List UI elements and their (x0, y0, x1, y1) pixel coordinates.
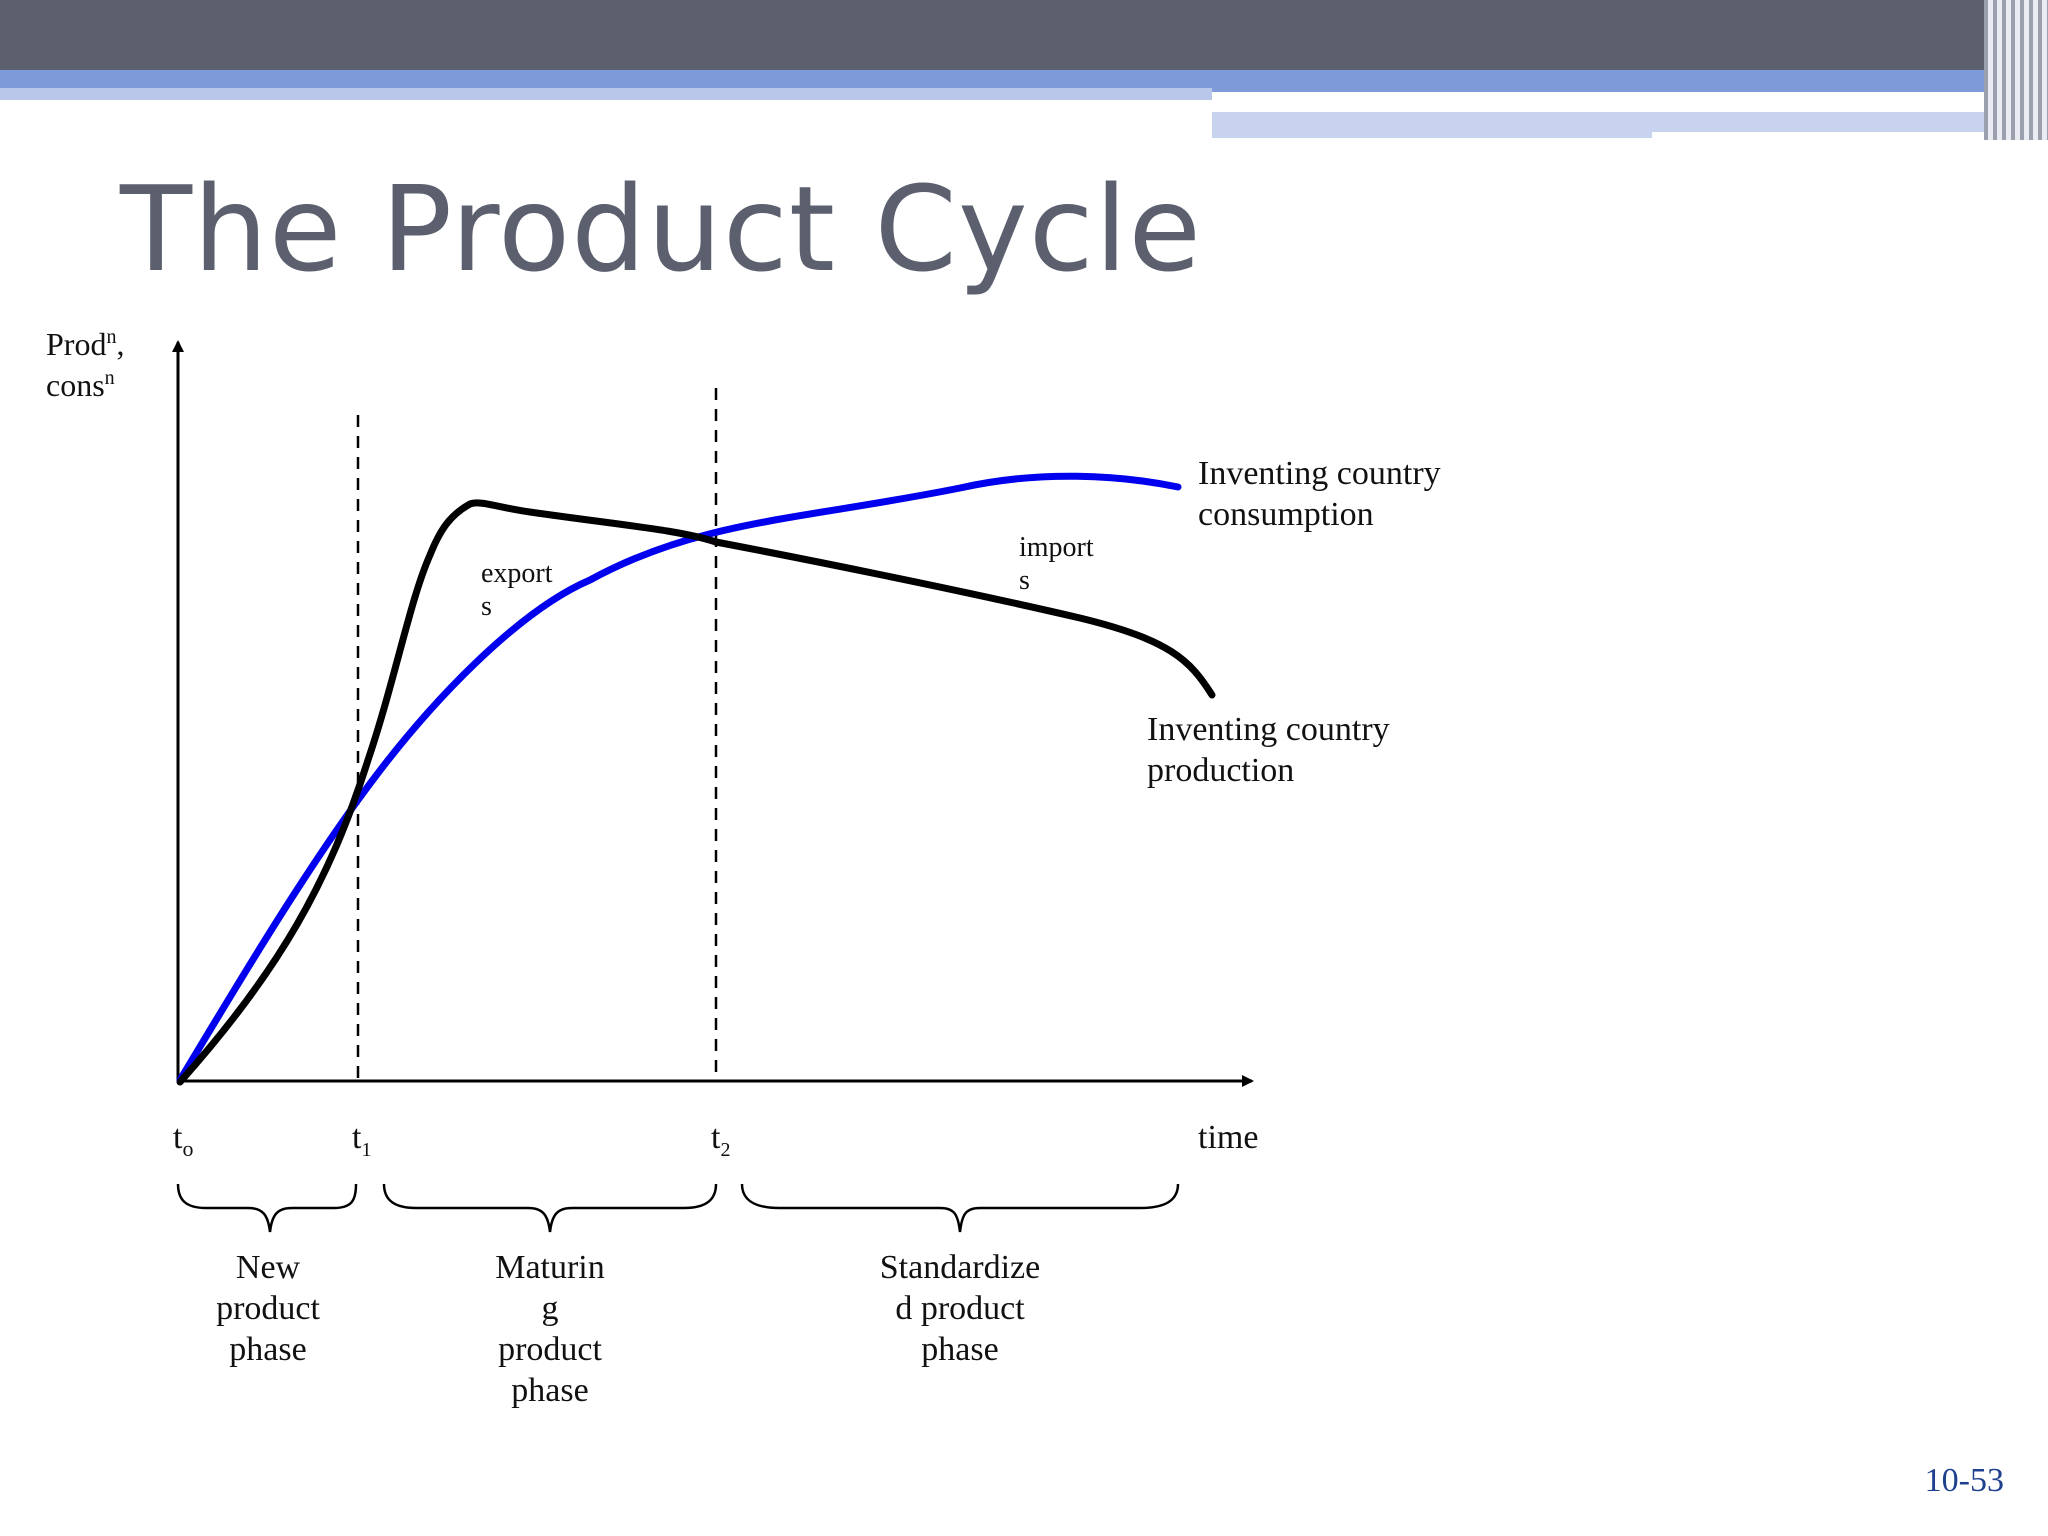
phase-new-line3: phase (229, 1331, 306, 1368)
brace-maturing-product (382, 1183, 718, 1233)
imports-label-line1: import (1019, 532, 1094, 563)
production-curve (176, 499, 1216, 1086)
phase-new-line2: product (216, 1290, 320, 1327)
page-number: 10-53 (1924, 1462, 2004, 1499)
consumption-curve (176, 472, 1182, 1084)
imports-label-line2: s (1019, 565, 1030, 596)
phase-new-line1: New (236, 1249, 301, 1286)
phase-maturing-line3: product (498, 1331, 602, 1368)
phase-label-standardized-product: Standardize d product phase (880, 1249, 1041, 1368)
phase-maturing-line2: g (542, 1290, 559, 1327)
brace-new-product (176, 1183, 358, 1233)
production-label-line2: production (1147, 752, 1294, 789)
phase-maturing-line4: phase (511, 1372, 588, 1409)
phase-standardized-line3: phase (921, 1331, 998, 1368)
exports-label-line1: export (481, 558, 553, 589)
y-axis-label: Prodn, (46, 326, 124, 362)
consumption-label-line1: Inventing country (1198, 455, 1441, 492)
time-mark-t0: to (173, 1119, 193, 1161)
header-stripes (1984, 0, 2048, 140)
header-white-gap (1212, 92, 2048, 110)
consumption-label-line2: consumption (1198, 496, 1374, 533)
header-accent-band (0, 70, 2048, 92)
time-mark-t1: t1 (352, 1119, 371, 1161)
header-bar (0, 0, 2048, 70)
phase-standardized-line1: Standardize (880, 1249, 1041, 1286)
production-label-line1: Inventing country (1147, 711, 1390, 748)
exports-label-line2: s (481, 591, 492, 622)
y-axis-label-line2: consn (46, 367, 115, 403)
brace-standardized-product (740, 1183, 1180, 1233)
phase-standardized-line2: d product (895, 1290, 1025, 1327)
phase-label-new-product: New product phase (216, 1249, 320, 1368)
phase-label-maturing-product: Maturin g product phase (495, 1249, 605, 1409)
phase-maturing-line1: Maturin (495, 1249, 605, 1286)
header-light-band (0, 88, 1212, 100)
time-mark-t2: t2 (711, 1119, 730, 1161)
slide-title: The Product Cycle (120, 160, 1202, 298)
x-axis-label: time (1198, 1119, 1258, 1156)
header-white-line (1652, 132, 2012, 142)
